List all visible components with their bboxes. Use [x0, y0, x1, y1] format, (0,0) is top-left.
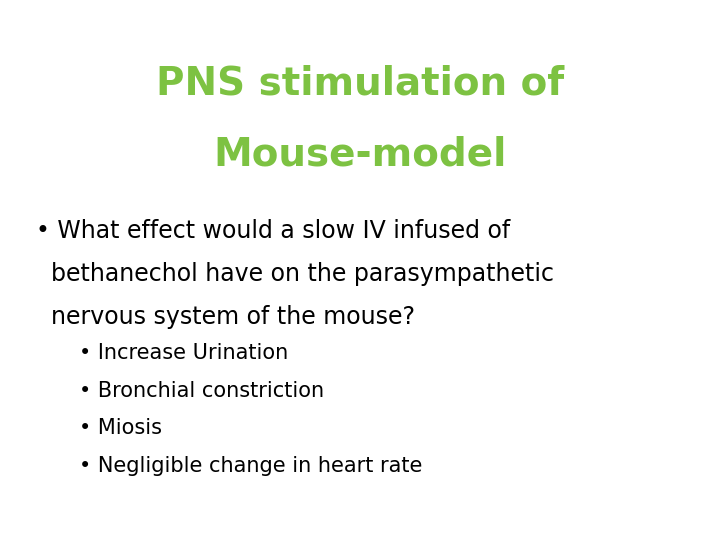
- Text: • Bronchial constriction: • Bronchial constriction: [79, 381, 324, 401]
- Text: bethanechol have on the parasympathetic: bethanechol have on the parasympathetic: [36, 262, 554, 286]
- Text: PNS stimulation of: PNS stimulation of: [156, 65, 564, 103]
- Text: Mouse-model: Mouse-model: [213, 135, 507, 173]
- Text: • What effect would a slow IV infused of: • What effect would a slow IV infused of: [36, 219, 510, 242]
- Text: nervous system of the mouse?: nervous system of the mouse?: [36, 305, 415, 329]
- Text: • Miosis: • Miosis: [79, 418, 162, 438]
- Text: • Increase Urination: • Increase Urination: [79, 343, 289, 363]
- Text: • Negligible change in heart rate: • Negligible change in heart rate: [79, 456, 423, 476]
